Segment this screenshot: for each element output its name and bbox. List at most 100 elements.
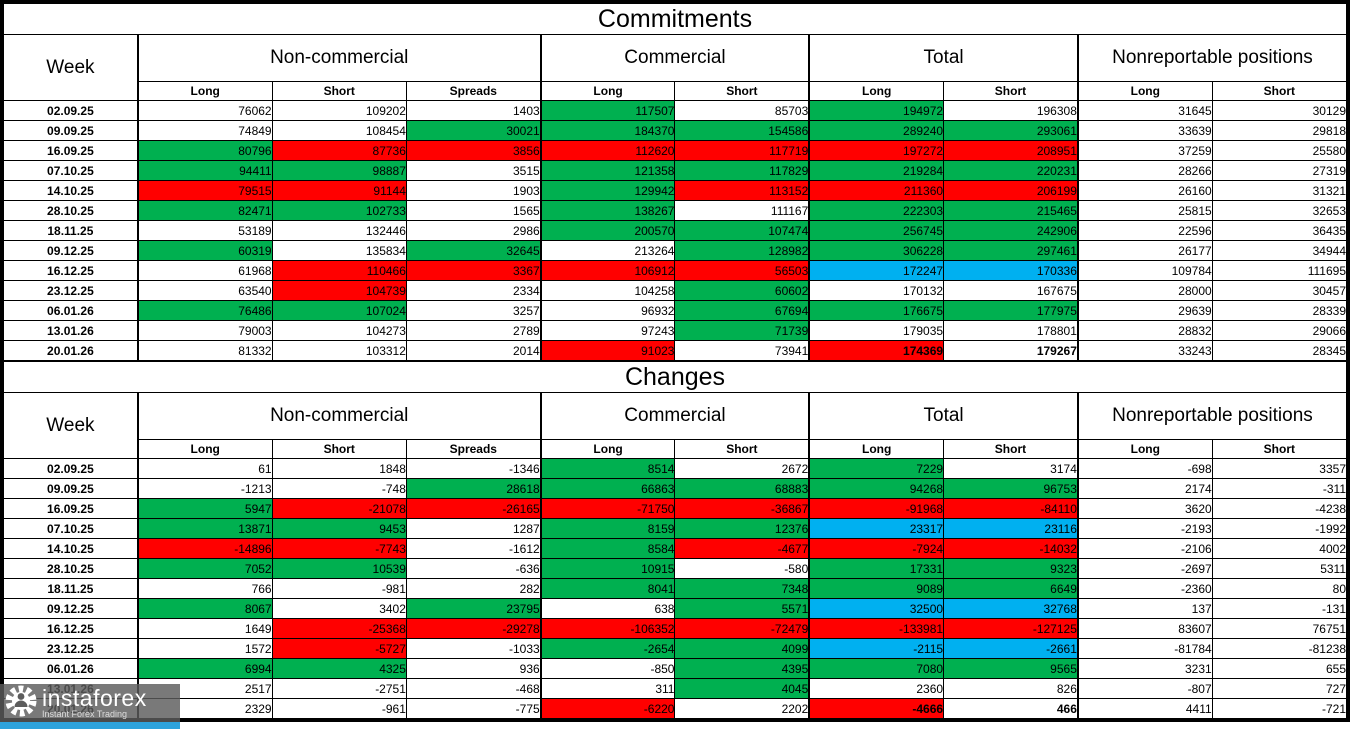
value-cell: -636: [405, 558, 542, 579]
value-cell: 117719: [674, 140, 810, 161]
subcolumn-header: Long: [539, 439, 676, 459]
value-cell: 766: [136, 578, 273, 599]
table-row: 28.10.25 82471 102733 1565 138267 111167 22230…: [2, 200, 1348, 221]
week-cell: 09.09.25: [2, 120, 139, 141]
week-cell: 09.12.25: [2, 598, 139, 619]
changes-table: Changes Week Non-commercial Commercial Tota…: [2, 361, 1348, 719]
week-cell: 06.01.26: [2, 658, 139, 679]
value-cell: 79003: [136, 320, 273, 341]
week-cell: 23.12.25: [2, 280, 139, 301]
value-cell: 12376: [674, 518, 810, 539]
value-cell: 2360: [808, 678, 945, 699]
value-cell: 4002: [1211, 538, 1348, 559]
value-cell: -71750: [539, 498, 676, 519]
watermark-brand: instaforex: [42, 684, 147, 711]
value-cell: 3402: [271, 598, 407, 619]
group-header-row: Week Non-commercial Commercial Total Nonrepo…: [2, 34, 1347, 101]
week-cell: 07.10.25: [2, 518, 139, 539]
week-cell: 02.09.25: [2, 100, 139, 121]
value-cell: 23795: [405, 598, 542, 619]
value-cell: -2654: [539, 638, 676, 659]
value-cell: 3367: [405, 260, 542, 281]
value-cell: 3620: [1076, 498, 1213, 519]
value-cell: 9323: [943, 558, 1079, 579]
value-cell: 178801: [943, 320, 1079, 341]
week-column-header: Week: [2, 392, 139, 459]
value-cell: -106352: [539, 618, 676, 639]
value-cell: 1403: [405, 100, 542, 121]
value-cell: 172247: [808, 260, 945, 281]
value-cell: 2986: [405, 220, 542, 241]
value-cell: 3357: [1211, 458, 1348, 479]
subcolumn-header: Short: [1211, 439, 1348, 459]
value-cell: 102733: [271, 200, 407, 221]
value-cell: 2789: [405, 320, 542, 341]
value-cell: 1649: [136, 618, 273, 639]
value-cell: -91968: [808, 498, 945, 519]
value-cell: 98887: [271, 160, 407, 181]
value-cell: 5947: [136, 498, 273, 519]
value-cell: 28832: [1076, 320, 1213, 341]
value-cell: 67694: [674, 300, 810, 321]
value-cell: 4325: [271, 658, 407, 679]
value-cell: -850: [539, 658, 676, 679]
week-cell: 16.12.25: [2, 618, 139, 639]
subcolumn-header: Short: [271, 81, 407, 101]
value-cell: 87736: [271, 140, 407, 161]
value-cell: 256745: [808, 220, 945, 241]
value-cell: 26160: [1076, 180, 1213, 201]
value-cell: 107024: [271, 300, 407, 321]
value-cell: 83607: [1076, 618, 1213, 639]
value-cell: 1565: [405, 200, 542, 221]
commitments-table: Commitments Week Non-commercial Commercial…: [2, 3, 1348, 361]
subcolumn-header: Long: [1076, 81, 1213, 101]
value-cell: -7743: [271, 538, 407, 559]
value-cell: 3856: [405, 140, 542, 161]
value-cell: 5311: [1211, 558, 1348, 579]
value-cell: 197272: [808, 140, 945, 161]
value-cell: 6994: [136, 658, 273, 679]
value-cell: 60319: [136, 240, 273, 261]
table-row: 07.10.25 13871 9453 1287 8159 12376 23317 23116…: [2, 518, 1348, 539]
value-cell: -84110: [943, 498, 1079, 519]
value-cell: 196308: [943, 100, 1079, 121]
value-cell: 37259: [1076, 140, 1213, 161]
value-cell: 826: [943, 678, 1079, 699]
value-cell: 200570: [539, 220, 676, 241]
value-cell: 28339: [1211, 300, 1348, 321]
value-cell: 76751: [1211, 618, 1348, 639]
group-header: Total: [808, 34, 1079, 82]
subcolumn-header-row: Long Short Spreads Long Short Long Short Long Sh…: [4, 439, 1348, 459]
table-row: 09.12.25 60319 135834 32645 213264 128982 3062…: [2, 240, 1348, 261]
value-cell: -1992: [1211, 518, 1348, 539]
value-cell: 17331: [808, 558, 945, 579]
value-cell: 26177: [1076, 240, 1213, 261]
value-cell: -2697: [1076, 558, 1213, 579]
value-cell: 80796: [136, 140, 273, 161]
value-cell: 34944: [1211, 240, 1348, 261]
subcolumn-header: Long: [1076, 439, 1213, 459]
value-cell: 215465: [943, 200, 1079, 221]
value-cell: 282: [405, 578, 542, 599]
value-cell: -981: [271, 578, 407, 599]
value-cell: -36867: [674, 498, 810, 519]
value-cell: 97243: [539, 320, 676, 341]
value-cell: -131: [1211, 598, 1348, 619]
value-cell: 109784: [1076, 260, 1213, 281]
value-cell: 28618: [405, 478, 542, 499]
value-cell: 111167: [674, 200, 810, 221]
value-cell: 81332: [136, 340, 273, 361]
value-cell: 8584: [539, 538, 676, 559]
commitments-title-row: Commitments: [3, 3, 1347, 35]
subcolumn-header: Short: [1211, 81, 1348, 101]
table-row: 13.01.262517-2751-46831140452360826-8077…: [2, 678, 1348, 699]
value-cell: -1346: [405, 458, 542, 479]
table-row: 16.12.25 1649 -25368 -29278 -106352 -72479 -13…: [2, 618, 1348, 639]
value-cell: 289240: [808, 120, 945, 141]
value-cell: 466: [943, 698, 1079, 719]
value-cell: 117507: [539, 100, 676, 121]
value-cell: 117829: [674, 160, 810, 181]
subcolumn-header: Short: [674, 439, 810, 459]
value-cell: -14032: [943, 538, 1079, 559]
subcolumn-header: Long: [136, 81, 273, 101]
